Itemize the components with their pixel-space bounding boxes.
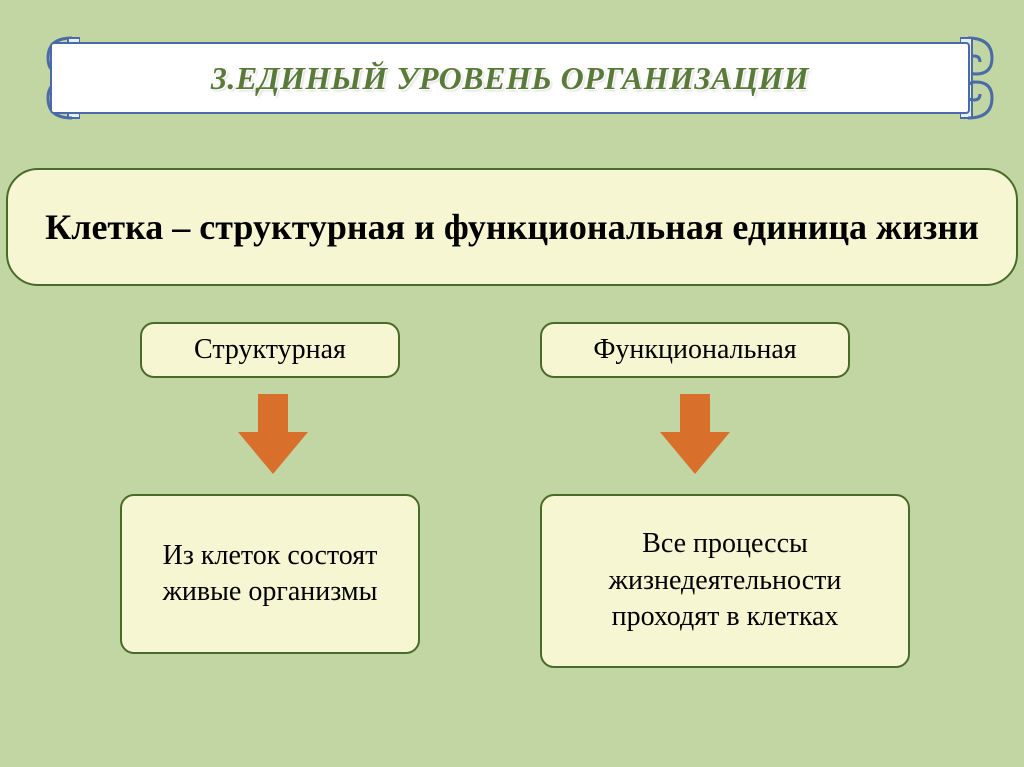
right-branch-label-box: Функциональная bbox=[540, 322, 850, 378]
right-branch-desc-box: Все процессы жизнедеятельности проходят … bbox=[540, 494, 910, 668]
title-banner: 3.ЕДИНЫЙ УРОВЕНЬ ОРГАНИЗАЦИИ bbox=[50, 42, 970, 114]
left-branch-label: Структурная bbox=[194, 334, 346, 366]
left-branch-label-box: Структурная bbox=[140, 322, 400, 378]
main-statement-text: Клетка – структурная и функциональная ед… bbox=[45, 205, 979, 250]
arrow-down-icon bbox=[660, 394, 730, 474]
arrow-down-icon bbox=[238, 394, 308, 474]
left-branch-desc: Из клеток состоят живые организмы bbox=[140, 538, 400, 611]
left-branch-desc-box: Из клеток состоят живые организмы bbox=[120, 494, 420, 654]
right-branch-label: Функциональная bbox=[593, 334, 796, 366]
page-title: 3.ЕДИНЫЙ УРОВЕНЬ ОРГАНИЗАЦИИ bbox=[211, 60, 809, 97]
right-branch-desc: Все процессы жизнедеятельности проходят … bbox=[560, 526, 890, 635]
main-statement-box: Клетка – структурная и функциональная ед… bbox=[6, 168, 1018, 286]
